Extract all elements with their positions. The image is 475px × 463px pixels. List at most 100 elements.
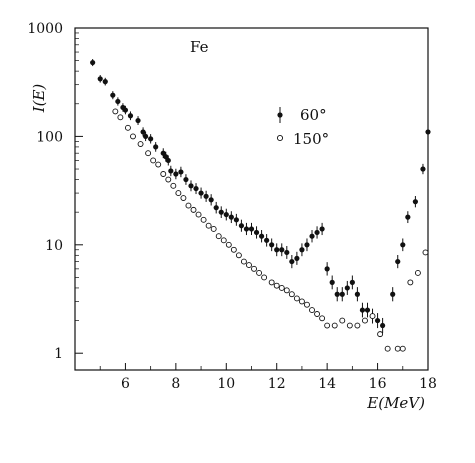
point-150deg bbox=[210, 226, 217, 232]
point-60deg bbox=[269, 242, 275, 248]
point-60deg bbox=[163, 154, 169, 160]
point-150deg bbox=[384, 345, 391, 352]
point-60deg bbox=[228, 214, 234, 220]
point-60deg bbox=[178, 169, 184, 175]
point-150deg bbox=[273, 282, 280, 289]
point-150deg bbox=[354, 322, 361, 329]
point-60deg bbox=[289, 258, 295, 265]
point-150deg bbox=[180, 195, 187, 201]
point-150deg bbox=[190, 206, 197, 213]
point-150deg bbox=[145, 150, 152, 157]
point-150deg bbox=[331, 322, 338, 329]
point-150deg bbox=[394, 345, 401, 352]
point-150deg bbox=[215, 233, 222, 240]
point-150deg bbox=[137, 141, 144, 148]
point-60deg bbox=[127, 113, 134, 119]
series-60deg bbox=[90, 59, 431, 334]
point-150deg bbox=[362, 317, 368, 324]
point-60deg bbox=[198, 190, 204, 196]
point-150deg bbox=[235, 252, 242, 259]
point-150deg bbox=[298, 298, 305, 305]
point-150deg bbox=[150, 157, 157, 164]
legend-60deg-marker bbox=[277, 112, 283, 118]
point-150deg bbox=[117, 114, 124, 121]
point-60deg bbox=[97, 76, 103, 82]
point-60deg bbox=[135, 117, 141, 124]
point-150deg bbox=[369, 313, 376, 320]
point-150deg bbox=[261, 274, 268, 281]
point-60deg bbox=[359, 307, 366, 313]
legend-60deg-label: 60° bbox=[300, 106, 327, 124]
point-150deg bbox=[185, 202, 192, 209]
y-tick-label: 1000 bbox=[27, 21, 63, 37]
point-150deg bbox=[377, 331, 384, 338]
point-60deg bbox=[115, 98, 121, 105]
point-60deg bbox=[339, 291, 345, 297]
y-tick-label: 100 bbox=[36, 129, 63, 145]
point-150deg bbox=[399, 345, 406, 352]
point-60deg bbox=[183, 176, 189, 183]
point-150deg bbox=[251, 265, 257, 272]
point-60deg bbox=[309, 233, 315, 239]
point-150deg bbox=[130, 133, 136, 140]
point-60deg bbox=[193, 185, 199, 192]
x-tick-label: 18 bbox=[419, 376, 437, 392]
x-tick-label: 10 bbox=[217, 376, 235, 392]
x-tick-label: 12 bbox=[268, 376, 286, 392]
x-tick-label: 14 bbox=[318, 376, 336, 392]
point-60deg bbox=[258, 233, 265, 239]
point-60deg bbox=[294, 255, 300, 261]
point-60deg bbox=[173, 171, 179, 177]
point-150deg bbox=[288, 291, 295, 298]
point-60deg bbox=[122, 107, 129, 113]
point-60deg bbox=[223, 211, 229, 218]
x-tick-label: 6 bbox=[121, 376, 130, 392]
point-60deg bbox=[314, 229, 320, 236]
point-60deg bbox=[168, 168, 174, 174]
point-150deg bbox=[200, 216, 207, 223]
x-axis-title: E(MeV) bbox=[366, 394, 425, 412]
point-60deg bbox=[110, 92, 116, 98]
point-60deg bbox=[208, 197, 214, 203]
axis-ticks: 6 8 10 12 14 16 18 1 10 100 1000 bbox=[27, 21, 437, 392]
point-60deg bbox=[420, 166, 426, 172]
point-60deg bbox=[90, 59, 96, 66]
x-tick-label: 8 bbox=[171, 376, 180, 392]
point-60deg bbox=[243, 226, 250, 232]
point-150deg bbox=[414, 270, 421, 276]
point-150deg bbox=[195, 211, 202, 218]
point-60deg bbox=[279, 247, 285, 253]
point-150deg bbox=[324, 322, 331, 329]
point-60deg bbox=[233, 217, 239, 223]
point-60deg bbox=[324, 266, 330, 272]
point-150deg bbox=[246, 262, 252, 269]
fe-annotation: Fe bbox=[190, 38, 209, 56]
point-60deg bbox=[412, 199, 418, 205]
point-150deg bbox=[256, 270, 263, 276]
point-150deg bbox=[293, 295, 300, 302]
point-150deg bbox=[155, 161, 162, 168]
point-60deg bbox=[102, 79, 108, 85]
point-150deg bbox=[422, 249, 429, 256]
point-60deg bbox=[304, 242, 310, 248]
point-60deg bbox=[319, 226, 325, 232]
series-150deg bbox=[112, 108, 429, 352]
point-150deg bbox=[304, 301, 310, 308]
point-150deg bbox=[268, 279, 275, 286]
point-60deg bbox=[140, 129, 146, 135]
point-60deg bbox=[364, 307, 371, 313]
point-60deg bbox=[374, 317, 381, 324]
x-tick-label: 16 bbox=[369, 376, 387, 392]
point-150deg bbox=[160, 171, 167, 177]
plot-frame bbox=[74, 27, 429, 371]
point-60deg bbox=[248, 226, 255, 232]
point-150deg bbox=[314, 311, 321, 317]
point-60deg bbox=[148, 136, 154, 142]
point-150deg bbox=[309, 307, 315, 314]
point-150deg bbox=[220, 237, 227, 244]
point-60deg bbox=[165, 157, 171, 164]
point-150deg bbox=[230, 246, 237, 253]
point-150deg bbox=[225, 241, 232, 248]
point-60deg bbox=[354, 291, 360, 297]
y-tick-label: 10 bbox=[45, 238, 63, 254]
